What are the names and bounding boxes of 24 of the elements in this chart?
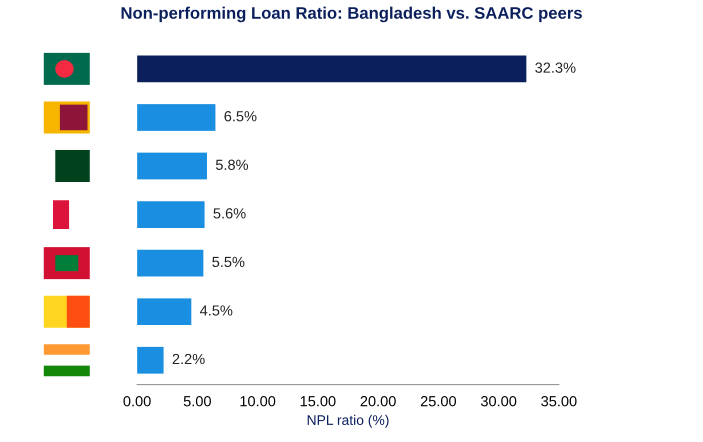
bar — [137, 298, 192, 326]
x-tick-label: 5.00 — [184, 396, 211, 406]
x-axis-title: NPL ratio (%) — [308, 414, 389, 428]
bar — [137, 250, 204, 276]
data-label: 32.3% — [535, 62, 576, 73]
x-tick-label: 0.00 — [123, 396, 151, 406]
data-label: 4.5% — [200, 305, 232, 316]
chart-title: Non-performing Loan Ratio: Bangladesh vs. SAARC peers — [122, 6, 582, 22]
x-tick-label: 30.00 — [480, 396, 516, 406]
data-label: 2.2% — [172, 354, 205, 364]
bar — [137, 56, 526, 82]
bar — [137, 104, 216, 131]
data-label: 5.8% — [216, 160, 248, 170]
x-tick-label: 25.00 — [420, 396, 456, 406]
x-tick-label: 35.00 — [541, 396, 577, 406]
x-tick-label: 15.00 — [300, 396, 336, 406]
x-tick-label: 10.00 — [240, 396, 276, 406]
data-label: 5.6% — [213, 208, 246, 219]
x-tick-label: 20.00 — [360, 396, 396, 406]
bar — [137, 201, 205, 228]
bar — [137, 346, 164, 374]
data-label: 6.5% — [224, 111, 256, 122]
data-label: 5.5% — [212, 256, 244, 268]
bar — [137, 152, 207, 180]
